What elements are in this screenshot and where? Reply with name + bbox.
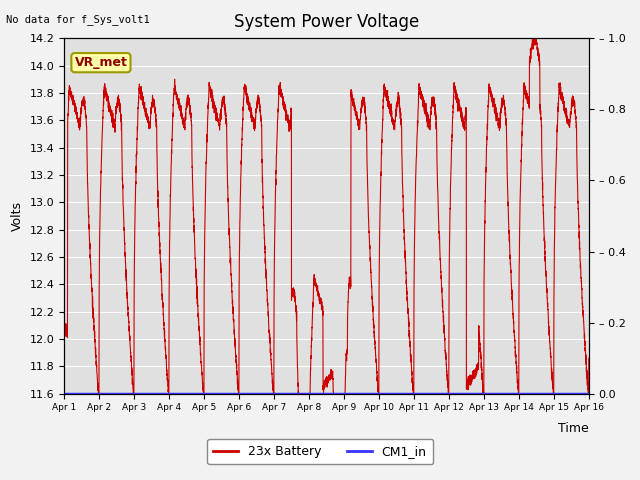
Title: System Power Voltage: System Power Voltage bbox=[234, 13, 419, 31]
Text: No data for f_Sys_volt1: No data for f_Sys_volt1 bbox=[6, 14, 150, 25]
Y-axis label: Volts: Volts bbox=[11, 201, 24, 231]
Text: VR_met: VR_met bbox=[74, 56, 127, 69]
Legend: 23x Battery, CM1_in: 23x Battery, CM1_in bbox=[207, 439, 433, 464]
Text: Time: Time bbox=[558, 422, 589, 435]
